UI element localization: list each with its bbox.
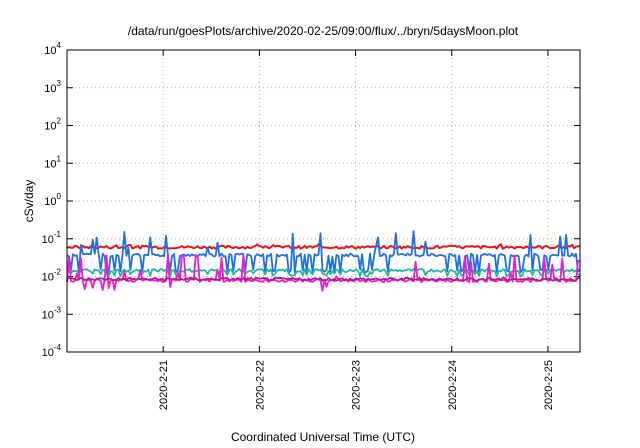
x-tick-label: 2020-2-25: [543, 360, 555, 410]
x-tick-label: 2020-2-21: [158, 360, 170, 410]
y-tick-label: 101: [44, 154, 61, 170]
y-tick-label: 10-1: [42, 230, 62, 246]
grid-lines: [67, 50, 580, 352]
plot-area-frame: [66, 49, 581, 353]
y-tick-label: 10-4: [42, 343, 62, 359]
y-axis-label: cSv/day: [22, 180, 36, 223]
y-tick-label: 100: [44, 192, 61, 208]
series-layer: [66, 230, 581, 292]
x-tick-label: 2020-2-23: [351, 360, 363, 410]
series-line-5: [66, 276, 581, 282]
y-tick-label: 10-2: [42, 268, 62, 284]
y-tick-label: 103: [44, 79, 61, 95]
x-tick-label: 2020-2-22: [254, 360, 266, 410]
series-line-3: [66, 268, 581, 278]
chart-title: /data/run/goesPlots/archive/2020-02-25/0…: [128, 24, 519, 38]
x-tick-label: 2020-2-24: [447, 360, 459, 410]
y-tick-label: 102: [44, 117, 61, 133]
y-tick-label: 10-3: [42, 305, 62, 321]
y-tick-label: 104: [44, 41, 61, 57]
x-axis-label: Coordinated Universal Time (UTC): [231, 430, 415, 444]
series-line-1: [66, 243, 581, 250]
series-line-2: [66, 230, 581, 274]
series-line-4: [66, 253, 581, 292]
